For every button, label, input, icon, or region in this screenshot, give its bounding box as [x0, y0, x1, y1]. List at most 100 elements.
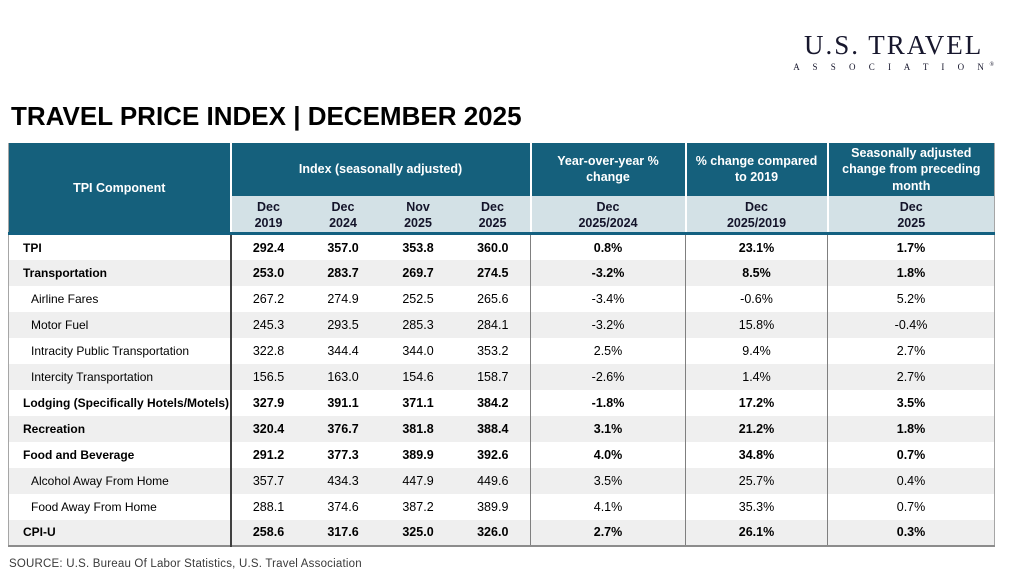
- cell-value: -0.6%: [685, 285, 828, 312]
- table-row-intracity-public-transportation: Intracity Public Transportation 322.8 34…: [8, 337, 995, 364]
- cell-value: 384.2: [477, 395, 509, 410]
- table-row-intercity-transportation: Intercity Transportation 156.5 163.0 154…: [8, 363, 995, 390]
- cell-component: CPI-U: [23, 525, 56, 540]
- cell-value: 1.8%: [827, 415, 995, 442]
- cell-value: 447.9: [402, 473, 434, 488]
- cell-value: 392.6: [477, 447, 509, 462]
- group-header-yoy-change: Year-over-year % change: [529, 143, 686, 196]
- cell-value: 253.0: [229, 259, 306, 286]
- cell-value: 258.6: [229, 519, 306, 546]
- cell-value: 326.0: [477, 525, 509, 540]
- subheader-dec-2024: Dec 2024: [305, 195, 381, 236]
- cell-value: 265.6: [477, 291, 509, 306]
- cell-value: 389.9: [477, 499, 509, 514]
- cell-component: TPI: [23, 240, 42, 255]
- cell-value: 3.1%: [530, 415, 686, 442]
- cell-value: 325.0: [402, 525, 434, 540]
- cell-value: 376.7: [327, 421, 359, 436]
- group-header-row: TPI Component Index (seasonally adjusted…: [8, 143, 995, 236]
- cell-value: 25.7%: [685, 467, 828, 494]
- cell-value: 293.5: [327, 317, 359, 332]
- cell-value: 0.7%: [827, 493, 995, 520]
- cell-component: Airline Fares: [31, 291, 99, 306]
- subheader-dec-2025-2019: Dec 2025/2019: [684, 195, 828, 236]
- cell-value: 154.6: [402, 369, 434, 384]
- logo-wordmark: U.S. TRAVEL: [803, 30, 984, 60]
- table-row-airline-fares: Airline Fares 267.2 274.9 252.5 265.6 -3…: [8, 285, 995, 312]
- group-header-change-vs-2019: % change compared to 2019: [684, 143, 828, 196]
- cell-value: 4.1%: [530, 493, 686, 520]
- cell-component: Recreation: [23, 421, 86, 436]
- cell-component: Alcohol Away From Home: [31, 473, 169, 488]
- table-row-food-and-beverage: Food and Beverage 291.2 377.3 389.9 392.…: [8, 441, 995, 468]
- cell-value: 245.3: [229, 311, 306, 338]
- cell-value: 3.5%: [530, 467, 686, 494]
- cell-value: 2.7%: [827, 363, 995, 390]
- subheader-dec-2019: Dec 2019: [230, 195, 306, 236]
- cell-value: 288.1: [229, 493, 306, 520]
- cell-value: 9.4%: [685, 337, 828, 364]
- cell-value: 377.3: [327, 447, 359, 462]
- cell-value: 387.2: [402, 499, 434, 514]
- table-row-recreation: Recreation 320.4 376.7 381.8 388.4 3.1% …: [8, 415, 995, 442]
- cell-value: 344.4: [327, 343, 359, 358]
- cell-component: Lodging (Specifically Hotels/Motels): [23, 395, 230, 410]
- cell-value: 2.7%: [827, 337, 995, 364]
- table-row-motor-fuel: Motor Fuel 245.3 293.5 285.3 284.1 -3.2%…: [8, 311, 995, 338]
- cell-component: Motor Fuel: [31, 317, 89, 332]
- cell-component: Transportation: [23, 265, 108, 280]
- table-row-transportation: Transportation 253.0 283.7 269.7 274.5 -…: [8, 259, 995, 286]
- cell-value: 8.5%: [685, 259, 828, 286]
- subheader-dec-2025: Dec 2025: [455, 195, 531, 236]
- cell-value: 449.6: [477, 473, 509, 488]
- cell-value: 274.5: [477, 265, 509, 280]
- cell-value: -2.6%: [530, 363, 686, 390]
- cell-value: 267.2: [229, 285, 306, 312]
- cell-value: 391.1: [327, 395, 359, 410]
- subheader-dec-2025-mom: Dec 2025: [826, 195, 995, 236]
- cell-value: 381.8: [402, 421, 434, 436]
- cell-value: 21.2%: [685, 415, 828, 442]
- cell-value: 1.7%: [827, 233, 995, 260]
- cell-value: 317.6: [327, 525, 359, 540]
- source-note: SOURCE: U.S. Bureau Of Labor Statistics,…: [9, 558, 362, 570]
- cell-value: -3.4%: [530, 285, 686, 312]
- cell-value: 2.5%: [530, 337, 686, 364]
- registered-trademark-icon: ®: [989, 62, 994, 68]
- cell-value: 17.2%: [685, 389, 828, 416]
- cell-value: 274.9: [327, 291, 359, 306]
- table-row-lodging: Lodging (Specifically Hotels/Motels) 327…: [8, 389, 995, 416]
- cell-value: 434.3: [327, 473, 359, 488]
- cell-component: Intercity Transportation: [31, 369, 154, 384]
- cell-value: 360.0: [477, 240, 509, 255]
- cell-value: 252.5: [402, 291, 434, 306]
- cell-component: Intracity Public Transportation: [31, 343, 190, 358]
- cell-value: 374.6: [327, 499, 359, 514]
- cell-value: 353.8: [402, 240, 434, 255]
- cell-value: 34.8%: [685, 441, 828, 468]
- cell-value: 357.0: [327, 240, 359, 255]
- cell-value: -1.8%: [530, 389, 686, 416]
- cell-value: 5.2%: [827, 285, 995, 312]
- cell-value: 388.4: [477, 421, 509, 436]
- subheader-dec-2025-2024: Dec 2025/2024: [529, 195, 686, 236]
- tpi-table: TPI Component Index (seasonally adjusted…: [8, 143, 995, 547]
- cell-component: Food Away From Home: [31, 499, 157, 514]
- group-header-mom-change: Seasonally adjusted change from precedin…: [826, 143, 995, 196]
- cell-component: Food and Beverage: [23, 447, 135, 462]
- table-row-alcohol-away-from-home: Alcohol Away From Home 357.7 434.3 447.9…: [8, 467, 995, 494]
- cell-value: 1.8%: [827, 259, 995, 286]
- cell-value: 285.3: [402, 317, 434, 332]
- cell-value: 292.4: [229, 233, 306, 260]
- table-row-tpi: TPI 292.4 357.0 353.8 360.0 0.8% 23.1% 1…: [8, 233, 995, 260]
- column-header-tpi-component: TPI Component: [8, 143, 232, 236]
- cell-value: 344.0: [402, 343, 434, 358]
- cell-value: 353.2: [477, 343, 509, 358]
- cell-value: 322.8: [229, 337, 306, 364]
- cell-value: 320.4: [229, 415, 306, 442]
- cell-value: 23.1%: [685, 233, 828, 260]
- cell-value: 357.7: [229, 467, 306, 494]
- cell-value: 284.1: [477, 317, 509, 332]
- subheader-nov-2025: Nov 2025: [380, 195, 456, 236]
